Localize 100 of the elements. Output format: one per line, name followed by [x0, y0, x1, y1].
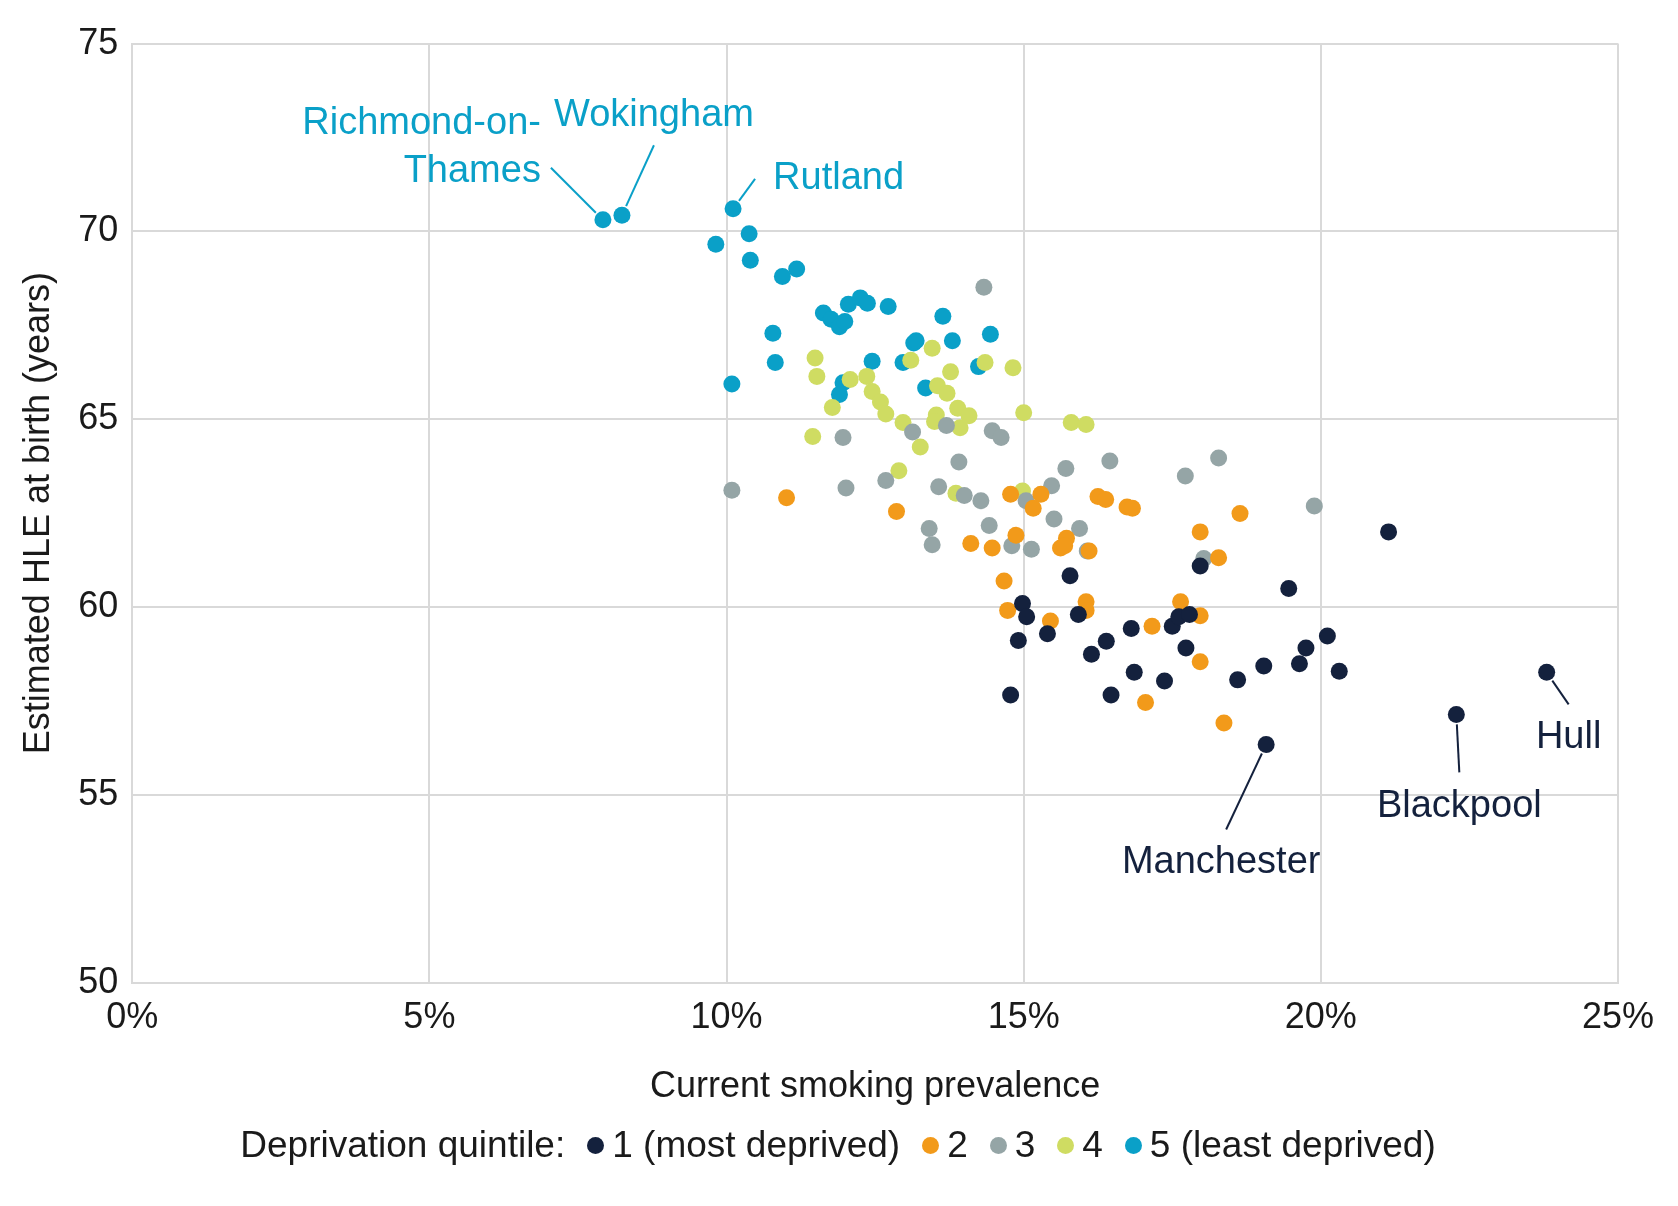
- point: [960, 407, 978, 425]
- point: [1137, 693, 1155, 711]
- point: [1062, 414, 1080, 432]
- point: [1013, 595, 1031, 613]
- point: [764, 324, 782, 342]
- point: [1024, 499, 1042, 517]
- point: [804, 427, 822, 445]
- point: [1045, 510, 1063, 528]
- point: [1156, 672, 1174, 690]
- annotation: Rutland: [773, 155, 905, 198]
- point: [972, 492, 990, 510]
- point: [1318, 627, 1336, 645]
- point: [1447, 705, 1465, 723]
- point: [837, 479, 855, 497]
- point: [707, 235, 725, 253]
- point: [841, 370, 859, 388]
- point: [1097, 491, 1115, 509]
- point: [902, 351, 920, 369]
- point: [975, 278, 993, 296]
- point: [937, 417, 955, 435]
- point: [1143, 617, 1161, 635]
- annotation: Wokingham: [553, 91, 754, 134]
- point: [1015, 404, 1033, 422]
- point: [740, 225, 758, 243]
- point: [766, 353, 784, 371]
- point: [911, 438, 929, 456]
- point: [1069, 606, 1087, 624]
- point: [863, 352, 881, 370]
- point: [934, 307, 952, 325]
- point: [1210, 549, 1228, 567]
- point: [836, 313, 854, 331]
- point: [1290, 655, 1308, 673]
- point: [1077, 415, 1095, 433]
- point: [1210, 449, 1228, 467]
- point: [613, 206, 631, 224]
- annotation: Richmond-on- Thames: [302, 100, 541, 191]
- point: [1191, 557, 1209, 575]
- point: [723, 481, 741, 499]
- point: [1125, 663, 1143, 681]
- annotation: Manchester: [1121, 838, 1321, 881]
- y-tick-label: 75: [78, 20, 119, 62]
- point: [1255, 657, 1273, 675]
- point: [1071, 520, 1089, 537]
- x-tick-label: 15%: [987, 995, 1060, 1037]
- legend-label: 2: [947, 1124, 968, 1166]
- point: [923, 536, 941, 554]
- point: [858, 367, 876, 385]
- point: [930, 478, 948, 496]
- point: [976, 353, 994, 371]
- point: [890, 462, 908, 480]
- point: [950, 453, 968, 471]
- point: [1102, 686, 1120, 704]
- point: [879, 298, 897, 316]
- point: [1191, 653, 1209, 671]
- point: [858, 294, 876, 312]
- point: [1002, 686, 1020, 704]
- point: [980, 517, 998, 534]
- point: [724, 200, 742, 218]
- point: [1180, 606, 1198, 624]
- annotation: Hull: [1535, 713, 1602, 756]
- point: [1191, 523, 1209, 541]
- point: [1280, 580, 1298, 598]
- y-tick-label: 65: [78, 396, 119, 438]
- point: [949, 399, 967, 417]
- point: [1305, 497, 1323, 515]
- point: [955, 486, 973, 504]
- point: [1038, 625, 1056, 643]
- point: [839, 295, 857, 313]
- y-tick-label: 55: [78, 771, 119, 813]
- x-axis-title: Current smoking prevalence: [650, 1064, 1101, 1106]
- point: [1172, 593, 1190, 611]
- point: [938, 384, 956, 402]
- point: [1009, 631, 1027, 649]
- point: [962, 535, 980, 553]
- point: [778, 489, 796, 507]
- point: [877, 405, 895, 423]
- point: [1538, 663, 1556, 681]
- point: [1061, 567, 1079, 585]
- point: [594, 211, 612, 229]
- point: [1056, 537, 1074, 555]
- point: [983, 539, 1001, 557]
- legend-title: Deprivation quintile:: [240, 1124, 566, 1166]
- point: [1022, 540, 1040, 558]
- point: [877, 471, 895, 489]
- point: [806, 349, 824, 367]
- legend-label: 1 (most deprived): [612, 1124, 901, 1166]
- x-tick-label: 10%: [690, 995, 763, 1037]
- point: [834, 429, 852, 447]
- point: [1002, 485, 1020, 503]
- point: [830, 385, 848, 403]
- point: [1043, 477, 1061, 495]
- point: [1176, 467, 1194, 485]
- y-axis-title: Estimated HLE at birth (years): [15, 272, 57, 755]
- point: [808, 367, 826, 385]
- legend-label: 5 (least deprived): [1149, 1124, 1436, 1166]
- point: [1257, 735, 1275, 753]
- point: [981, 325, 999, 343]
- point: [1057, 459, 1075, 477]
- point: [1330, 662, 1348, 680]
- point: [1215, 714, 1233, 732]
